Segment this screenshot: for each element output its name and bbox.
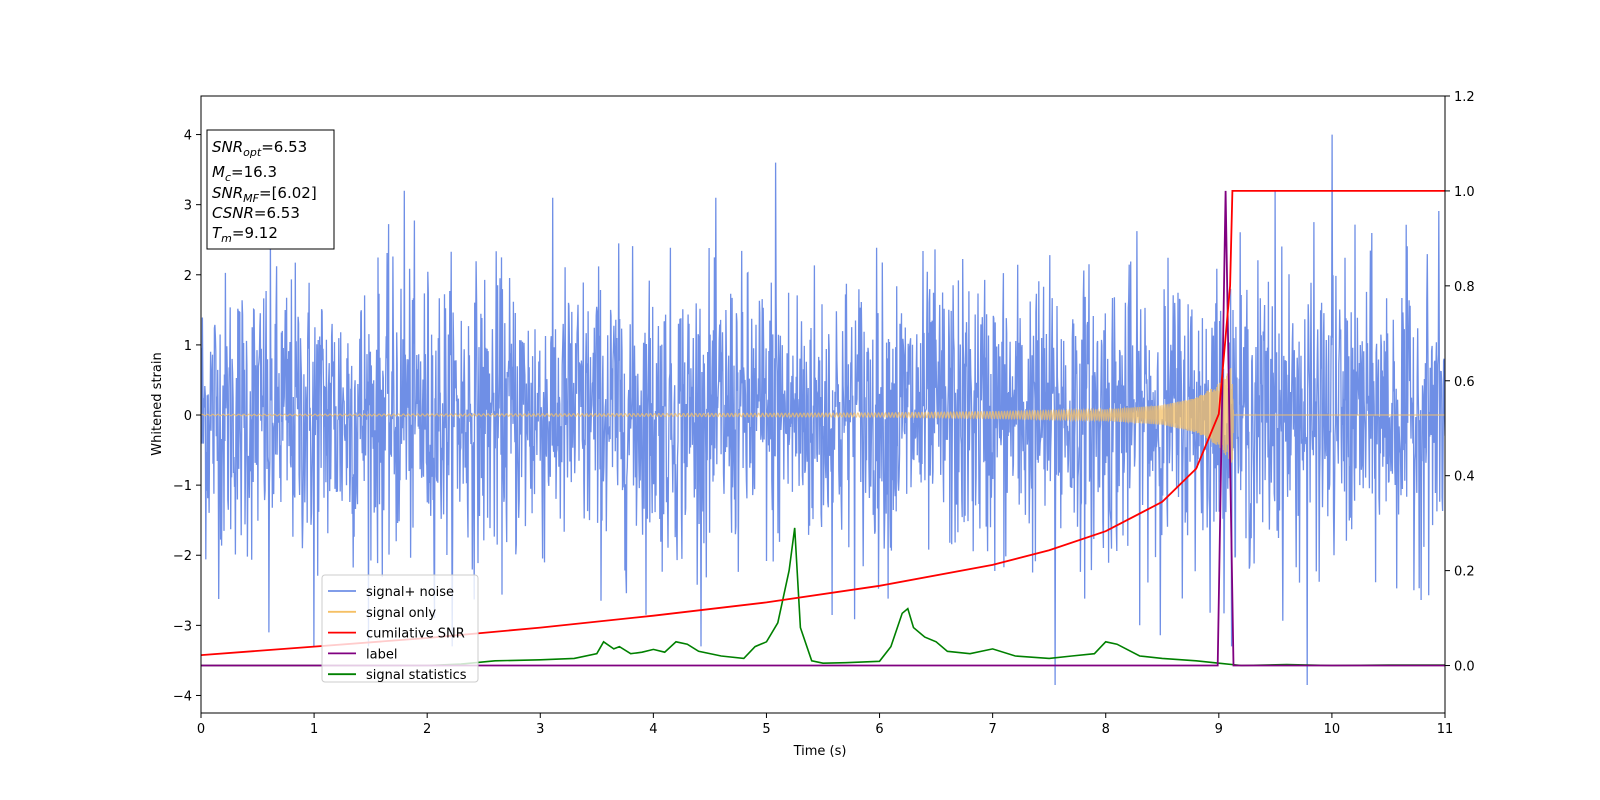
- y-axis-ticks: −4 −3 −2 −1 0 1 2 3 4: [173, 129, 201, 704]
- info-line: Tm=9.12: [212, 224, 278, 245]
- x-tick-label: 0: [197, 722, 205, 737]
- x-axis-ticks: 0 1 2 3 4 5 6 7 8 9 10 11: [197, 713, 1453, 737]
- legend-frame: [321, 574, 479, 683]
- right-axis-series: [201, 190, 1445, 667]
- y2-tick-label: 0.4: [1454, 470, 1475, 485]
- y-tick-label: 1: [184, 339, 192, 354]
- legend-label: signal only: [366, 606, 436, 621]
- y-tick-label: −3: [173, 619, 192, 634]
- y-tick-label: −2: [173, 549, 192, 564]
- y-tick-label: −1: [173, 479, 192, 494]
- x-tick-label: 4: [649, 722, 657, 737]
- y2-axis-ticks: 0.0 0.2 0.4 0.6 0.8 1.0 1.2: [1445, 90, 1475, 675]
- signal-only-line: [201, 367, 1445, 463]
- y2-tick-label: 0.2: [1454, 565, 1475, 580]
- y2-tick-label: 0.8: [1454, 280, 1475, 295]
- info-line: CSNR=6.53: [212, 204, 300, 222]
- x-tick-label: 2: [423, 722, 431, 737]
- info-line: Mc=16.3: [212, 163, 277, 184]
- y2-tick-label: 0.6: [1454, 375, 1475, 390]
- y2-tick-label: 1.0: [1454, 185, 1475, 200]
- series-signal-noise: [201, 134, 1445, 686]
- x-tick-label: 11: [1437, 722, 1454, 737]
- legend-label: signal+ noise: [366, 585, 454, 600]
- y2-tick-label: 0.0: [1454, 660, 1475, 675]
- series-signal-only: [201, 367, 1445, 463]
- y-tick-label: 2: [184, 269, 192, 284]
- legend-label: cumilative SNR: [366, 627, 465, 642]
- y2-tick-label: 1.2: [1454, 90, 1475, 105]
- x-tick-label: 5: [762, 722, 770, 737]
- x-tick-label: 10: [1324, 722, 1341, 737]
- info-box-frame: [206, 129, 335, 250]
- y-tick-label: 3: [184, 199, 192, 214]
- x-tick-label: 7: [988, 722, 996, 737]
- info-line: SNRopt=6.53: [212, 138, 307, 159]
- plot-frame: [200, 95, 1446, 714]
- info-line: SNRMF=[6.02]: [212, 184, 317, 205]
- label-line: [201, 190, 1445, 667]
- x-tick-label: 8: [1102, 722, 1110, 737]
- y-tick-label: −4: [173, 689, 192, 704]
- x-tick-label: 3: [536, 722, 544, 737]
- y-tick-label: 4: [184, 129, 192, 144]
- y-tick-label: 0: [184, 409, 192, 424]
- x-axis-label: Time (s): [793, 744, 847, 759]
- legend-label: label: [366, 647, 397, 662]
- x-tick-label: 1: [310, 722, 318, 737]
- signal-noise-line: [201, 134, 1445, 686]
- signal-statistics-line: [201, 527, 1445, 667]
- legend: signal+ noise signal only cumilative SNR la…: [321, 574, 479, 683]
- x-tick-label: 9: [1215, 722, 1223, 737]
- cumulative-snr-line: [201, 190, 1445, 656]
- legend-label: signal statistics: [366, 668, 467, 683]
- x-tick-label: 6: [875, 722, 883, 737]
- y-axis-label: Whitened strain: [150, 352, 165, 455]
